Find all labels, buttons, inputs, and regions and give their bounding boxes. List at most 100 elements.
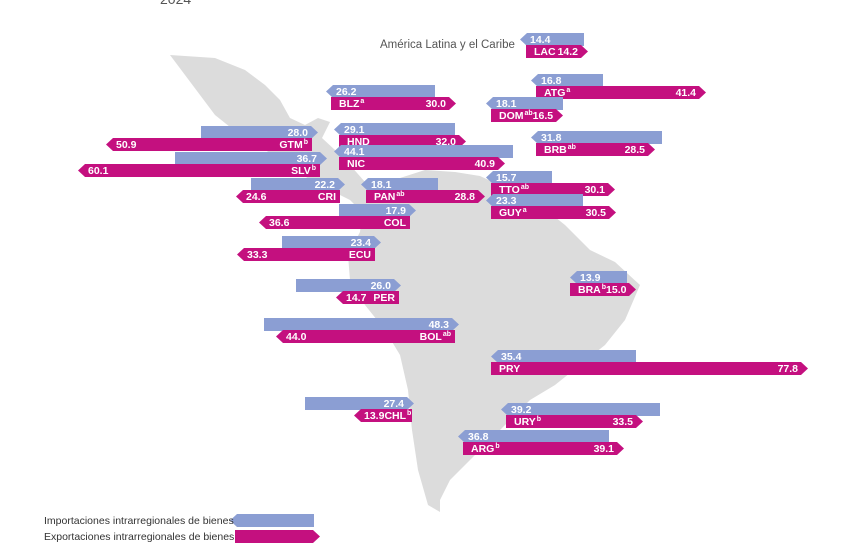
legend-imports-label: Importaciones intrarregionales de bienes — [44, 515, 234, 527]
footnote-mark: b — [303, 138, 308, 146]
footnote-mark: b — [601, 283, 607, 291]
import-value-dom: 18.1 — [496, 97, 517, 110]
export-bar-atg: ATGa 41.4 — [536, 86, 706, 99]
legend-exports-label: Exportaciones intrarregionales de bienes — [44, 531, 235, 543]
country-label-chl: CHLb — [384, 409, 412, 422]
country-label-dom: DOMab — [499, 109, 533, 122]
export-value-bol: 44.0 — [286, 330, 307, 343]
import-value-blz: 26.2 — [336, 85, 357, 98]
export-value-slv: 60.1 — [88, 164, 109, 177]
country-label-arg: ARGb — [471, 442, 500, 455]
export-bar-nic: NIC 40.9 — [339, 157, 505, 170]
export-bar-ury: URYb 33.5 — [506, 415, 643, 428]
import-bar-lac: 14.4 — [520, 33, 584, 46]
export-value-lac: 14.2 — [557, 45, 578, 58]
export-bar-chl: 13.9 CHLb — [354, 409, 412, 422]
import-value-atg: 16.8 — [541, 74, 562, 87]
export-bar-col: 36.6 COL — [259, 216, 410, 229]
import-bar-dom: 18.1 — [486, 97, 563, 110]
export-bar-dom: DOMab 16.5 — [491, 109, 563, 122]
import-value-col: 17.9 — [385, 204, 406, 217]
country-label-atg: ATGa — [544, 86, 571, 99]
footnote-mark: ab — [396, 190, 405, 198]
country-label-tto: TTOab — [499, 183, 529, 196]
export-bar-ecu: 33.3 ECU — [237, 248, 375, 261]
import-value-cri: 22.2 — [314, 178, 335, 191]
export-value-atg: 41.4 — [675, 86, 696, 99]
import-value-ecu: 23.4 — [350, 236, 371, 249]
import-bar-bra: 13.9 — [570, 271, 627, 284]
export-bar-hnd: HND 32.0 — [339, 135, 466, 148]
year-label: 2024 — [160, 0, 191, 7]
country-label-slv: SLVb — [291, 164, 316, 177]
country-label-pry: PRY — [499, 362, 521, 375]
import-value-lac: 14.4 — [530, 33, 551, 46]
import-bar-pry: 35.4 — [491, 350, 636, 363]
import-value-per: 26.0 — [370, 279, 391, 292]
footnote-mark: b — [407, 409, 412, 417]
export-bar-per: 14.7 PER — [336, 291, 399, 304]
export-bar-arg: ARGb 39.1 — [463, 442, 624, 455]
export-value-ecu: 33.3 — [247, 248, 268, 261]
import-value-arg: 36.8 — [468, 430, 489, 443]
country-label-col: COL — [383, 216, 406, 229]
import-bar-hnd: 29.1 — [334, 123, 455, 136]
import-bar-guy: 23.3 — [486, 194, 583, 207]
export-value-per: 14.7 — [346, 291, 367, 304]
footnote-mark: ab — [442, 330, 451, 338]
country-label-ury: URYb — [514, 415, 542, 428]
country-label-bra: BRAb — [578, 283, 607, 296]
import-value-slv: 36.7 — [296, 152, 317, 165]
import-bar-nic: 44.1 — [334, 145, 513, 158]
export-value-brb: 28.5 — [624, 143, 645, 156]
import-bar-brb: 31.8 — [531, 131, 662, 144]
export-value-guy: 30.5 — [585, 206, 606, 219]
import-bar-per: 26.0 — [296, 279, 401, 292]
export-bar-blz: BLZa 30.0 — [331, 97, 456, 110]
footnote-mark: b — [311, 164, 316, 172]
import-bar-bol: 48.3 — [264, 318, 459, 331]
import-bar-ecu: 23.4 — [282, 236, 381, 249]
footnote-mark: a — [360, 97, 365, 105]
import-value-bra: 13.9 — [580, 271, 601, 284]
import-value-pan: 18.1 — [371, 178, 392, 191]
country-label-bol: BOLab — [419, 330, 451, 343]
export-bar-slv: 60.1 SLVb — [78, 164, 320, 177]
export-value-chl: 13.9 — [364, 409, 385, 422]
import-bar-col: 17.9 — [339, 204, 416, 217]
export-value-hnd: 32.0 — [435, 135, 456, 148]
export-value-tto: 30.1 — [584, 183, 605, 196]
country-label-lac: LAC — [534, 45, 556, 58]
footnote-mark: b — [495, 442, 500, 450]
footnote-mark: a — [522, 206, 527, 214]
country-label-brb: BRBab — [544, 143, 576, 156]
export-value-blz: 30.0 — [425, 97, 446, 110]
export-bar-bra: BRAb 15.0 — [570, 283, 636, 296]
import-value-ury: 39.2 — [511, 403, 532, 416]
country-label-blz: BLZa — [339, 97, 365, 110]
export-value-dom: 16.5 — [532, 109, 554, 122]
legend-exports-swatch — [235, 530, 320, 543]
export-bar-pry: PRY 77.8 — [491, 362, 808, 375]
export-bar-lac: LAC 14.2 — [526, 45, 588, 58]
import-bar-pan: 18.1 — [361, 178, 438, 191]
import-bar-slv: 36.7 — [175, 152, 327, 165]
import-value-tto: 15.7 — [496, 171, 517, 184]
import-bar-ury: 39.2 — [501, 403, 660, 416]
export-value-gtm: 50.9 — [116, 138, 137, 151]
import-bar-tto: 15.7 — [486, 171, 552, 184]
import-value-gtm: 28.0 — [287, 126, 308, 139]
chart-title: América Latina y el Caribe — [380, 39, 515, 51]
import-value-brb: 31.8 — [541, 131, 562, 144]
export-value-pry: 77.8 — [777, 362, 798, 375]
footnote-mark: ab — [567, 143, 576, 151]
import-value-pry: 35.4 — [501, 350, 522, 363]
import-value-hnd: 29.1 — [344, 123, 365, 136]
export-value-cri: 24.6 — [246, 190, 267, 203]
footnote-mark: ab — [524, 109, 533, 117]
import-bar-atg: 16.8 — [531, 74, 603, 87]
footnote-mark: b — [536, 415, 542, 423]
import-bar-blz: 26.2 — [326, 85, 435, 98]
export-value-pan: 28.8 — [454, 190, 475, 203]
import-bar-cri: 22.2 — [251, 178, 345, 191]
